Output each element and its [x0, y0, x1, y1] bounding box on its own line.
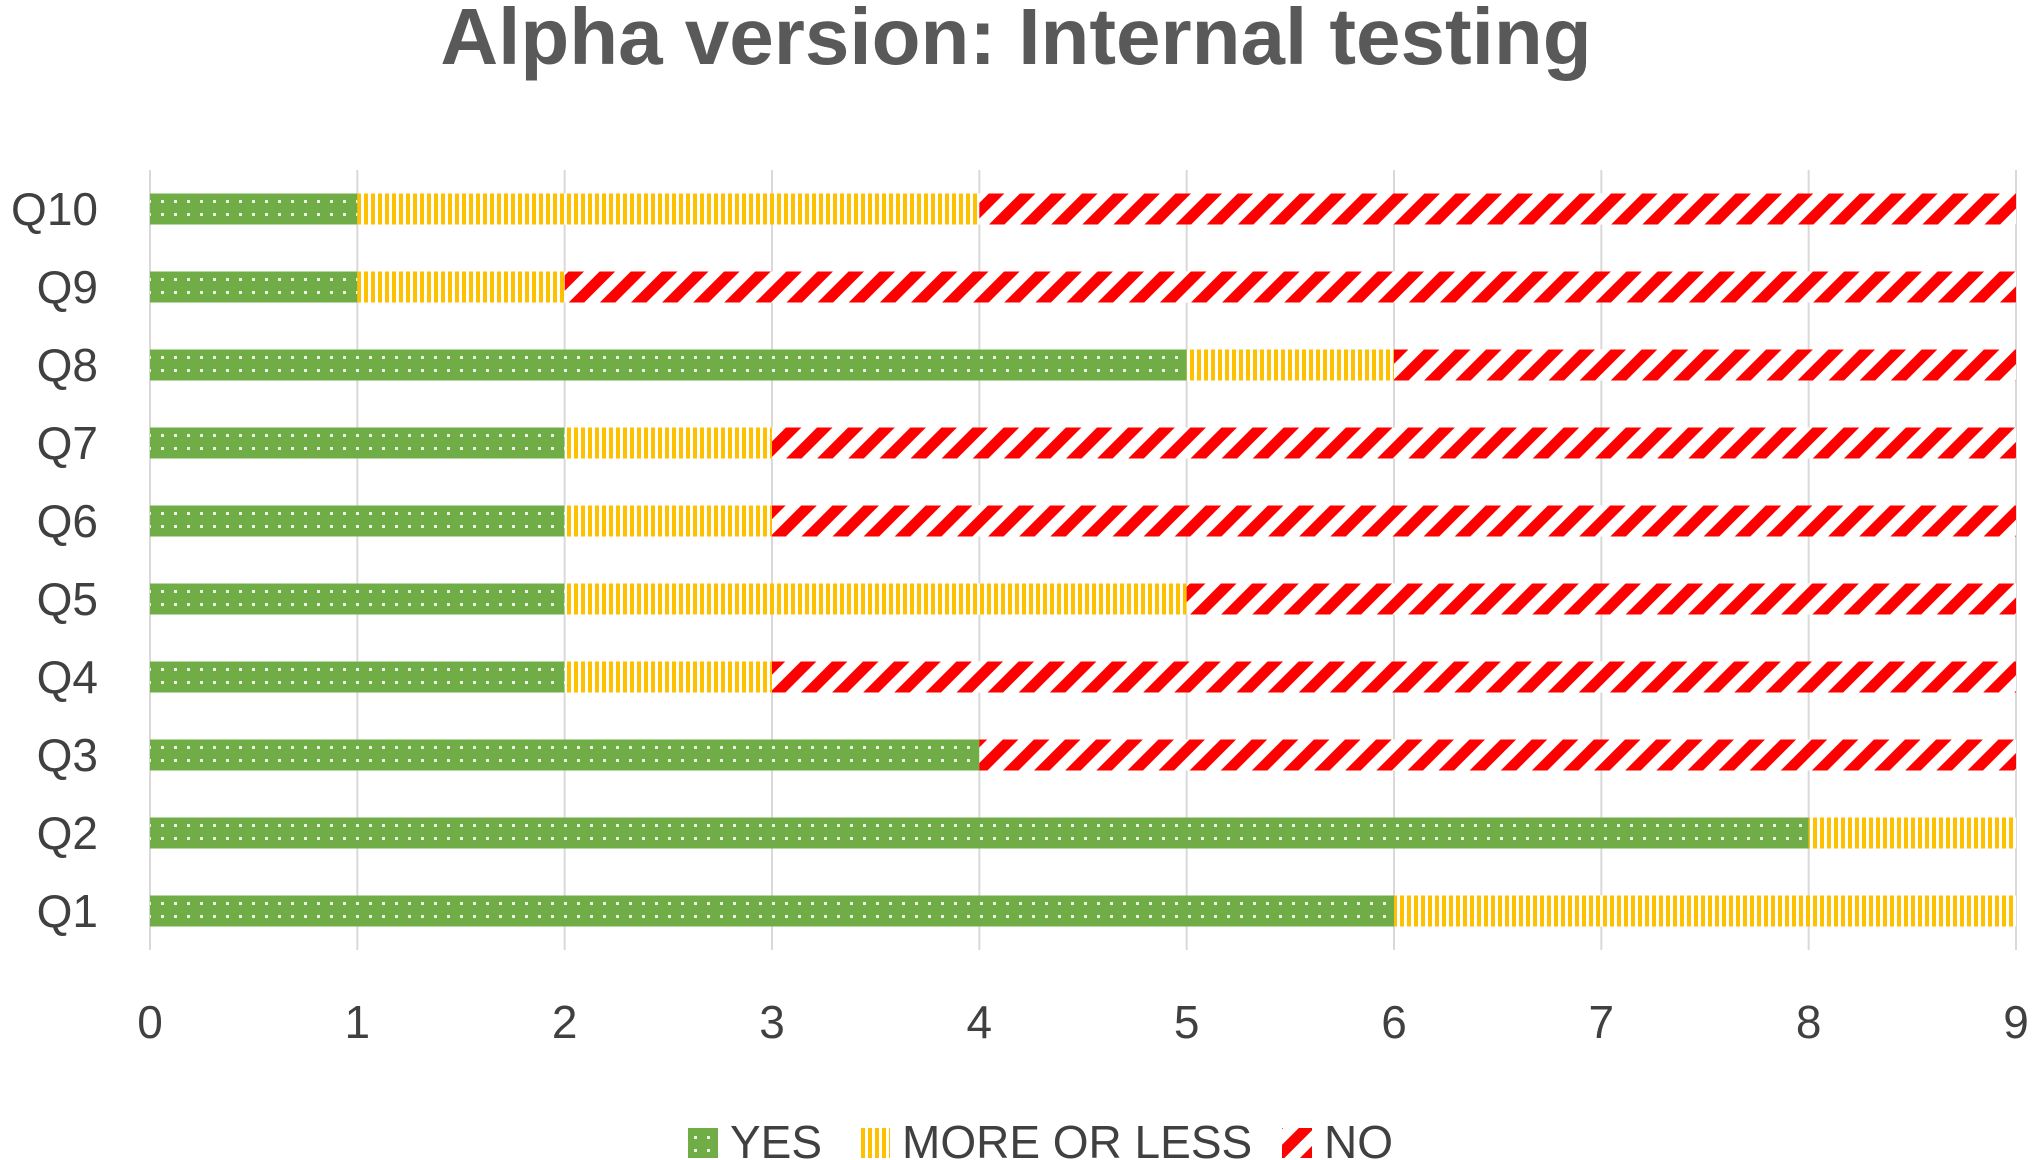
x-tick-label: 5 [1174, 996, 1200, 1048]
bar-q4-no [772, 661, 2016, 693]
y-tick-label: Q1 [37, 885, 98, 937]
legend: YES MORE OR LESS NO [688, 1116, 1393, 1160]
legend-swatch-more-or-less [860, 1128, 890, 1158]
x-tick-label: 2 [552, 996, 578, 1048]
bar-q10-more-or-less [357, 193, 980, 225]
bar-q4-yes [150, 661, 565, 693]
x-tick-label: 7 [1589, 996, 1615, 1048]
y-tick-label: Q3 [37, 729, 98, 781]
x-tick-label: 6 [1381, 996, 1407, 1048]
bar-q9-yes [150, 271, 358, 303]
bar-q6-yes [150, 505, 565, 537]
bar-q8-yes [150, 349, 1187, 381]
y-tick-label: Q4 [37, 651, 98, 703]
x-axis-tick-labels: 0 1 2 3 4 5 6 7 8 9 [137, 996, 2029, 1048]
bar-q9-no [564, 271, 2016, 303]
y-tick-label: Q9 [37, 261, 98, 313]
x-tick-label: 4 [967, 996, 993, 1048]
bar-q7-no [772, 427, 2016, 459]
legend-swatch-yes [688, 1128, 718, 1158]
bar-q8-no [1394, 349, 2016, 381]
bar-q5-yes [150, 583, 565, 615]
bar-q6-no [772, 505, 2016, 537]
x-tick-label: 3 [759, 996, 785, 1048]
bar-q5-more-or-less [564, 583, 1187, 615]
bar-q1-more-or-less [1394, 895, 2016, 927]
bar-q2-more-or-less [1808, 817, 2016, 849]
y-tick-label: Q10 [11, 183, 98, 235]
bar-q9-more-or-less [357, 271, 565, 303]
bar-q3-yes [150, 739, 980, 771]
bar-q10-yes [150, 193, 358, 225]
bar-q6-more-or-less [564, 505, 772, 537]
bar-q7-more-or-less [564, 427, 772, 459]
y-tick-label: Q7 [37, 417, 98, 469]
bars [150, 193, 2017, 927]
x-tick-label: 0 [137, 996, 163, 1048]
y-tick-label: Q2 [37, 807, 98, 859]
x-tick-label: 8 [1796, 996, 1822, 1048]
y-tick-label: Q6 [37, 495, 98, 547]
legend-label: NO [1324, 1116, 1393, 1160]
bar-q3-no [979, 739, 2017, 771]
bar-q1-yes [150, 895, 1394, 927]
y-axis-tick-labels: Q1 Q2 Q3 Q4 Q5 Q6 Q7 Q8 Q9 Q10 [11, 183, 98, 937]
bar-q8-more-or-less [1186, 349, 1394, 381]
x-tick-label: 9 [2003, 996, 2029, 1048]
y-tick-label: Q8 [37, 339, 98, 391]
legend-swatch-no [1282, 1128, 1312, 1158]
chart-title: Alpha version: Internal testing [440, 0, 1591, 81]
legend-label: YES [730, 1116, 822, 1160]
bar-q5-no [1186, 583, 2016, 615]
bar-q2-yes [150, 817, 1809, 849]
x-tick-label: 1 [345, 996, 371, 1048]
bar-q10-no [979, 193, 2017, 225]
legend-label: MORE OR LESS [902, 1116, 1252, 1160]
bar-q4-more-or-less [564, 661, 772, 693]
bar-q7-yes [150, 427, 565, 459]
y-tick-label: Q5 [37, 573, 98, 625]
